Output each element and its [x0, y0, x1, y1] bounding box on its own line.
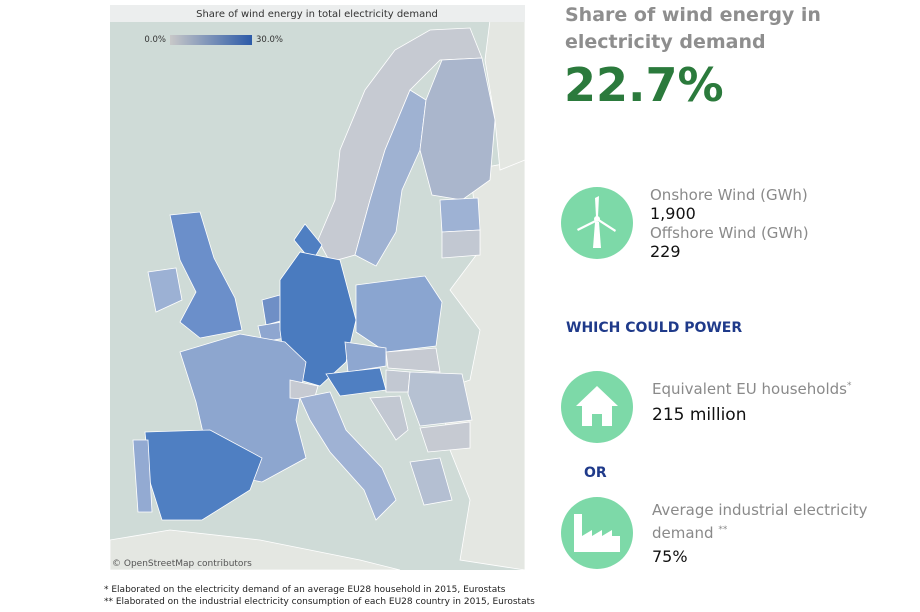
offshore-value: 229 [650, 242, 681, 261]
kpi-title: Share of wind energy in electricity dema… [565, 4, 821, 53]
map: Share of wind energy in total electricit… [109, 5, 526, 571]
legend-max: 30.0% [256, 35, 283, 45]
onshore-label: Onshore Wind (GWh) [650, 186, 808, 204]
could-power: WHICH COULD POWER [566, 320, 743, 336]
attribution: © OpenStreetMap contributors [112, 559, 252, 569]
households-label-text: Equivalent EU households [652, 380, 847, 398]
industrial-value: 75% [652, 547, 688, 566]
footnote: ** Elaborated on the industrial electric… [104, 597, 535, 607]
households-marker: * [846, 381, 852, 391]
industrial-marker: ** [718, 525, 728, 535]
map-title: Share of wind energy in total electricit… [196, 9, 438, 20]
footnote: * Elaborated on the electricity demand o… [104, 585, 506, 595]
industrial-label: Average industrial electricity demand ** [652, 500, 872, 543]
households-value: 215 million [652, 405, 747, 425]
countries [132, 27, 496, 521]
industrial-label-text: Average industrial electricity demand [652, 501, 868, 542]
kpi-value: 22.7% [564, 58, 724, 112]
factory-icon [561, 497, 633, 569]
non-eu-land [109, 19, 526, 571]
legend-min: 0.0% [144, 35, 166, 45]
wind-icon [561, 187, 633, 259]
house-icon [561, 371, 633, 443]
legend-bar [170, 35, 252, 45]
or: OR [584, 465, 607, 481]
offshore-label: Offshore Wind (GWh) [650, 224, 809, 242]
onshore-value: 1,900 [650, 204, 696, 223]
households-label: Equivalent EU households* [652, 376, 851, 399]
map-title-bar [110, 5, 525, 22]
